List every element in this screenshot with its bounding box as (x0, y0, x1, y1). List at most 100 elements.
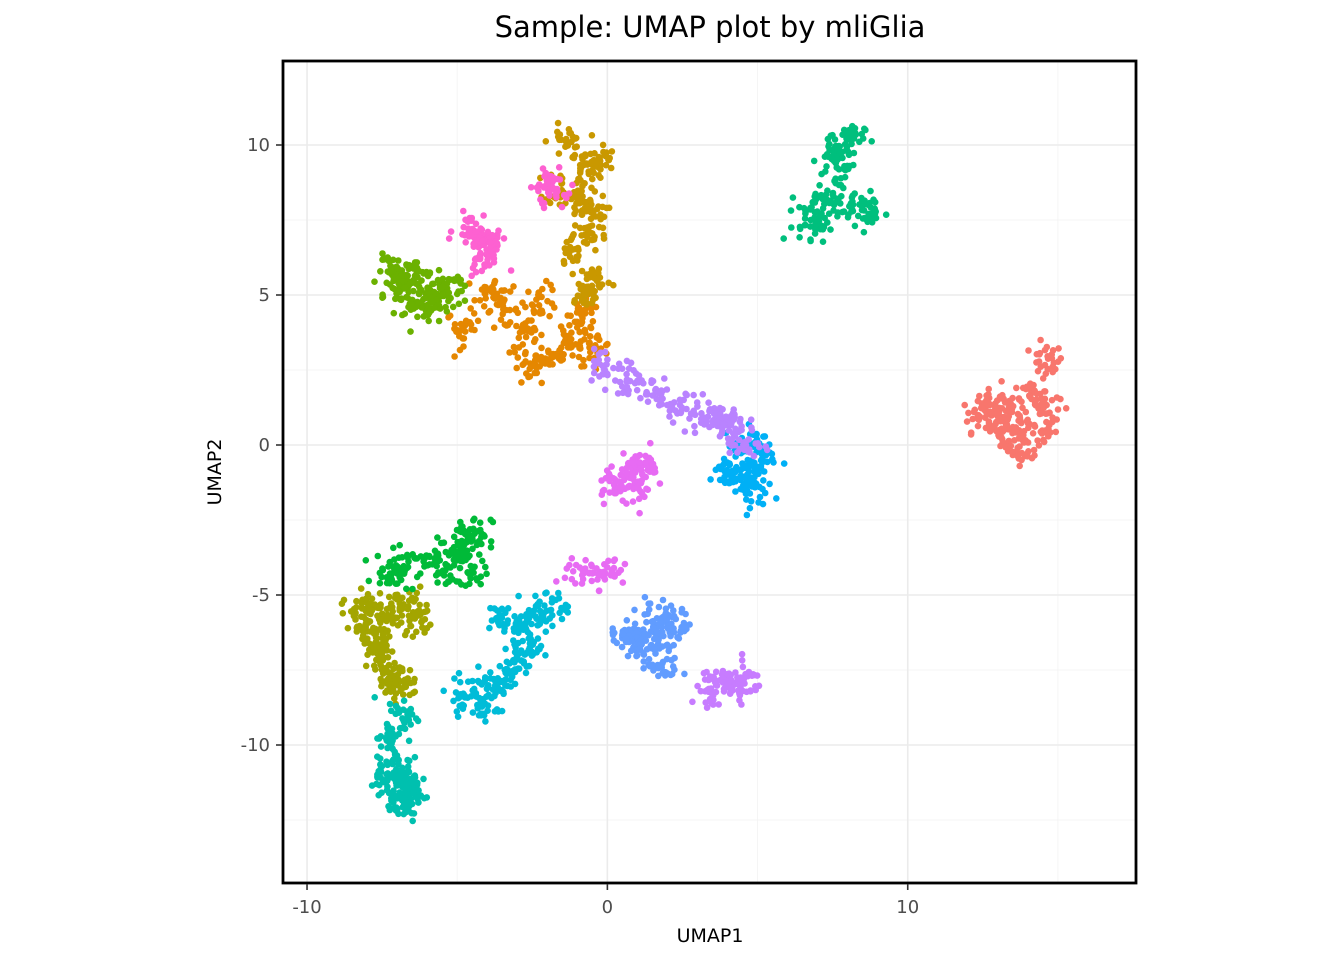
data-point (564, 603, 572, 610)
data-point (465, 570, 473, 577)
data-point (390, 787, 397, 794)
data-point (399, 311, 406, 319)
data-point (598, 477, 605, 484)
data-point (500, 235, 508, 242)
data-point (522, 623, 529, 631)
data-point (364, 590, 372, 598)
data-point (377, 743, 385, 750)
data-point (627, 647, 635, 655)
data-point (761, 489, 769, 497)
data-point (471, 261, 478, 268)
data-point (657, 662, 664, 670)
data-point (762, 443, 770, 450)
grid-lines (283, 61, 1136, 883)
data-point (575, 195, 583, 202)
data-point (842, 127, 849, 134)
data-point (403, 790, 411, 798)
data-point (423, 794, 431, 801)
data-point (974, 397, 982, 405)
data-point (525, 635, 533, 642)
data-point (476, 519, 484, 526)
data-point (720, 461, 728, 468)
data-point (522, 669, 530, 677)
data-point (451, 675, 458, 682)
data-point (490, 255, 498, 262)
data-point (442, 303, 449, 311)
data-point (586, 570, 593, 577)
data-point (1022, 408, 1030, 416)
data-point (376, 579, 384, 587)
data-point (579, 567, 587, 574)
data-point (839, 154, 846, 162)
cluster-4 (371, 250, 469, 335)
data-point (506, 349, 513, 356)
data-point (640, 665, 647, 672)
data-point (595, 571, 602, 578)
data-point (1040, 436, 1047, 444)
data-point (592, 246, 599, 254)
data-point (592, 213, 599, 220)
data-point (383, 617, 390, 625)
data-point (556, 609, 563, 617)
data-point (450, 697, 457, 705)
data-point (556, 136, 563, 144)
data-point (454, 713, 462, 720)
data-point (502, 609, 509, 617)
data-point (476, 551, 483, 558)
data-point (561, 574, 569, 582)
data-point (371, 278, 378, 286)
data-point (493, 615, 500, 622)
data-point (655, 402, 663, 409)
data-point (604, 340, 611, 348)
data-point (722, 413, 730, 421)
data-point (961, 401, 968, 409)
data-point (605, 279, 612, 287)
data-point (484, 256, 491, 264)
data-point (400, 570, 408, 577)
data-point (530, 607, 538, 614)
cluster-10 (609, 593, 693, 680)
data-point (400, 697, 408, 704)
data-point (455, 288, 462, 295)
data-point (445, 289, 453, 297)
data-point (477, 573, 485, 580)
data-point (743, 511, 751, 519)
data-point (365, 605, 373, 613)
cluster-8 (440, 589, 572, 725)
data-point (716, 404, 724, 412)
data-point (450, 533, 458, 541)
data-point (562, 135, 570, 143)
data-point (384, 654, 392, 661)
data-point (407, 622, 415, 630)
data-point (629, 498, 637, 505)
data-point (747, 498, 755, 505)
data-point (676, 396, 684, 404)
data-point (614, 390, 622, 397)
data-point (623, 357, 631, 365)
data-point (388, 725, 396, 733)
data-point (567, 335, 575, 343)
data-point (472, 528, 480, 535)
data-point (382, 255, 390, 262)
data-point (385, 563, 392, 570)
cluster-14 (445, 164, 576, 280)
data-point (417, 570, 424, 577)
data-point (624, 390, 632, 398)
data-point (707, 476, 714, 483)
data-point (868, 138, 875, 145)
data-point (425, 317, 433, 325)
data-point (511, 613, 518, 620)
data-point (612, 489, 620, 497)
data-point (737, 686, 745, 693)
data-point (1009, 394, 1016, 402)
data-point (401, 725, 409, 733)
data-point (520, 658, 527, 665)
data-point (414, 779, 421, 787)
data-point (549, 622, 556, 630)
data-point (389, 760, 396, 768)
data-point (712, 668, 720, 676)
data-point (394, 570, 401, 577)
data-point (983, 397, 990, 404)
data-point (766, 480, 773, 488)
data-point (480, 303, 488, 310)
